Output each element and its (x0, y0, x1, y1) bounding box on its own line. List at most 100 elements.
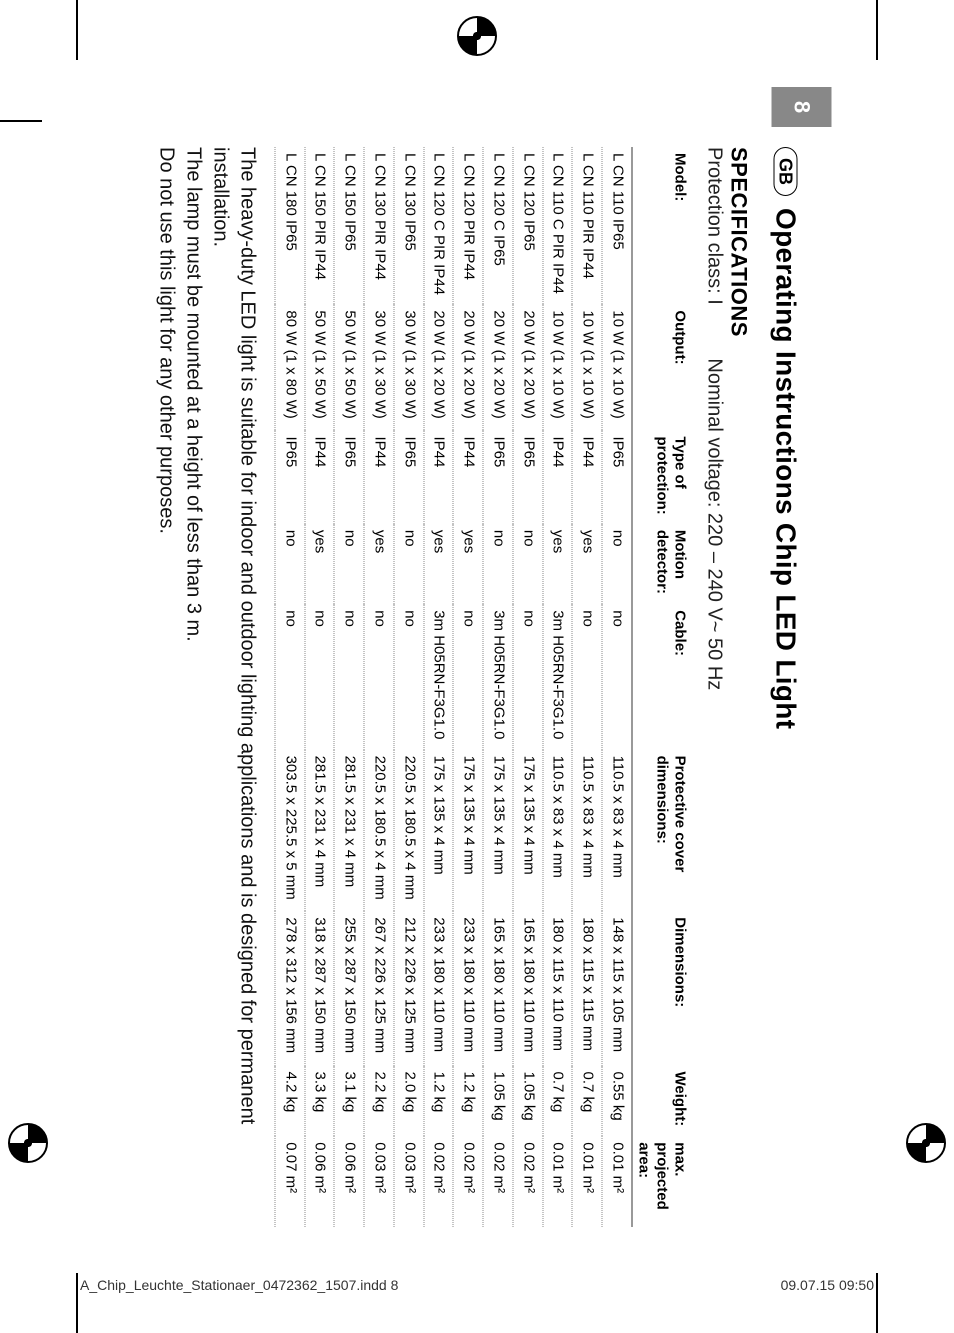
cell-output: 30 W (1 x 30 W) (394, 304, 424, 430)
cell-cover: 281.5 x 231 x 4 mm (335, 749, 365, 911)
cell-model: L CN 180 IP65 (275, 147, 305, 304)
cell-model: L CN 120 PIR IP44 (454, 147, 484, 304)
cell-dim: 165 x 180 x 110 mm (513, 911, 543, 1065)
cell-motion: yes (364, 523, 394, 603)
cell-model: L CN 130 PIR IP44 (364, 147, 394, 304)
table-row: L CN 130 IP6530 W (1 x 30 W)IP65nono220.… (394, 147, 424, 1227)
cell-area: 0.06 m² (305, 1136, 335, 1227)
cell-cable: no (364, 604, 394, 749)
cell-model: L CN 150 IP65 (335, 147, 365, 304)
col-protection-l1: Type of (672, 436, 689, 488)
cell-cable: no (335, 604, 365, 749)
cell-prot: IP44 (454, 430, 484, 523)
cell-area: 0.01 m² (543, 1136, 573, 1227)
document-title: Operating Instructions Chip LED Light (770, 208, 802, 729)
cell-motion: yes (424, 523, 454, 603)
col-motion-l1: Motion (672, 529, 689, 578)
cell-output: 30 W (1 x 30 W) (364, 304, 394, 430)
registration-mark-icon (906, 1123, 946, 1163)
cell-prot: IP65 (602, 430, 632, 523)
cell-cover: 175 x 135 x 4 mm (424, 749, 454, 911)
col-motion: Motion detector: (632, 523, 693, 603)
page-content: 8 GB Operating Instructions Chip LED Lig… (153, 87, 802, 1247)
cell-output: 10 W (1 x 10 W) (602, 304, 632, 430)
cell-output: 10 W (1 x 10 W) (543, 304, 573, 430)
cell-dim: 267 x 226 x 125 mm (364, 911, 394, 1065)
cell-weight: 1.2 kg (454, 1065, 484, 1136)
cell-weight: 1.05 kg (513, 1065, 543, 1136)
table-row: L CN 120 C PIR IP4420 W (1 x 20 W)IP44ye… (424, 147, 454, 1227)
cell-area: 0.07 m² (275, 1136, 305, 1227)
cell-model: L CN 130 IP65 (394, 147, 424, 304)
cell-prot: IP44 (424, 430, 454, 523)
col-area-l2: projected area: (635, 1142, 671, 1221)
cell-weight: 1.05 kg (483, 1065, 513, 1136)
col-protection: Type of protection: (632, 430, 693, 523)
cell-area: 0.02 m² (483, 1136, 513, 1227)
footer-datetime: 09.07.15 09:50 (781, 1277, 874, 1293)
cell-cover: 281.5 x 231 x 4 mm (305, 749, 335, 911)
cell-dim: 165 x 180 x 110 mm (483, 911, 513, 1065)
cell-cover: 175 x 135 x 4 mm (483, 749, 513, 911)
cell-weight: 3.1 kg (335, 1065, 365, 1136)
registration-mark-icon (8, 1123, 48, 1163)
cell-cable: 3m H05RN-F3G1.0 (424, 604, 454, 749)
cell-weight: 1.2 kg (424, 1065, 454, 1136)
cell-prot: IP65 (335, 430, 365, 523)
cell-model: L CN 110 PIR IP44 (573, 147, 603, 304)
footnote-line: Do not use this light for any other purp… (153, 147, 180, 1227)
table-row: L CN 150 PIR IP4450 W (1 x 50 W)IP44yesn… (305, 147, 335, 1227)
table-row: L CN 120 C IP6520 W (1 x 20 W)IP65no3m H… (483, 147, 513, 1227)
cell-cover: 110.5 x 83 x 4 mm (602, 749, 632, 911)
cell-output: 20 W (1 x 20 W) (483, 304, 513, 430)
table-row: L CN 120 PIR IP4420 W (1 x 20 W)IP44yesn… (454, 147, 484, 1227)
cell-area: 0.02 m² (454, 1136, 484, 1227)
table-row: L CN 130 PIR IP4430 W (1 x 30 W)IP44yesn… (364, 147, 394, 1227)
table-row: L CN 150 IP6550 W (1 x 50 W)IP65nono281.… (335, 147, 365, 1227)
cell-dim: 233 x 180 x 110 mm (424, 911, 454, 1065)
table-row: L CN 110 IP6510 W (1 x 10 W)IP65nono110.… (602, 147, 632, 1227)
footnote-block: The heavy-duty LED light is suitable for… (153, 147, 261, 1227)
cell-cover: 175 x 135 x 4 mm (513, 749, 543, 911)
cell-output: 50 W (1 x 50 W) (305, 304, 335, 430)
cell-prot: IP44 (573, 430, 603, 523)
cell-model: L CN 120 C IP65 (483, 147, 513, 304)
cell-model: L CN 120 IP65 (513, 147, 543, 304)
cell-area: 0.06 m² (335, 1136, 365, 1227)
cell-dim: 233 x 180 x 110 mm (454, 911, 484, 1065)
cell-motion: no (483, 523, 513, 603)
footnote-line: The heavy-duty LED light is suitable for… (207, 147, 261, 1227)
cell-cable: no (394, 604, 424, 749)
col-cover-l2: dimensions: (653, 755, 671, 905)
registration-mark-icon (457, 16, 497, 56)
col-protection-l2: protection: (653, 436, 671, 517)
specifications-table: Model: Output: Type of protection: Motio… (275, 147, 693, 1227)
region-badge: GB (774, 147, 798, 196)
col-motion-l2: detector: (653, 529, 671, 597)
cell-dim: 148 x 115 x 105 mm (602, 911, 632, 1065)
nominal-voltage-label: Nominal voltage: 220 – 240 V~ 50 Hz (703, 358, 726, 690)
cell-dim: 180 x 115 x 115 mm (573, 911, 603, 1065)
cell-area: 0.01 m² (573, 1136, 603, 1227)
cell-motion: yes (305, 523, 335, 603)
cell-cable: no (602, 604, 632, 749)
cell-cable: no (573, 604, 603, 749)
col-output: Output: (632, 304, 693, 430)
cell-prot: IP65 (483, 430, 513, 523)
crop-mark (0, 120, 42, 122)
page-number: 8 (789, 100, 815, 112)
cell-prot: IP44 (364, 430, 394, 523)
cell-prot: IP65 (394, 430, 424, 523)
table-row: L CN 110 C PIR IP4410 W (1 x 10 W)IP44ye… (543, 147, 573, 1227)
cell-output: 20 W (1 x 20 W) (513, 304, 543, 430)
crop-mark (876, 1273, 878, 1333)
col-cover-l1: Protective cover (672, 755, 689, 872)
cell-weight: 2.0 kg (394, 1065, 424, 1136)
cell-dim: 212 x 226 x 125 mm (394, 911, 424, 1065)
cell-weight: 4.2 kg (275, 1065, 305, 1136)
cell-dim: 278 x 312 x 156 mm (275, 911, 305, 1065)
crop-mark (876, 0, 878, 60)
cell-dim: 255 x 287 x 150 mm (335, 911, 365, 1065)
cell-cover: 303.5 x 225.5 x 5 mm (275, 749, 305, 911)
col-area-l1: max. (672, 1142, 689, 1176)
